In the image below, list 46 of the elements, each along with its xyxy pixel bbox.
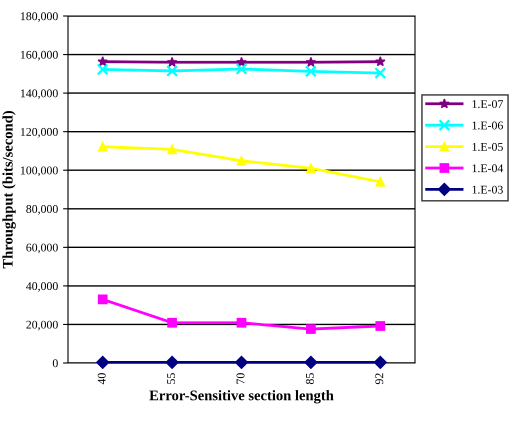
- x-tick-label: 70: [236, 373, 244, 384]
- x-tick-label: 92: [375, 373, 384, 384]
- y-axis-title: Throughput (bits/second): [2, 111, 16, 268]
- y-tick-label: 100,000: [20, 166, 58, 176]
- y-tick-label: 20,000: [26, 320, 58, 330]
- x-axis-title: Error-Sensitive section length: [149, 390, 334, 404]
- point: [166, 356, 179, 370]
- point: [234, 356, 248, 370]
- y-tick-label: 180,000: [20, 12, 58, 22]
- legend-label: 1.E-06: [472, 121, 503, 130]
- y-tick-label: 80,000: [26, 205, 58, 215]
- x-tick-label: 85: [306, 373, 314, 384]
- point: [166, 56, 178, 67]
- x-tick-label: 40: [98, 373, 106, 384]
- point: [98, 142, 108, 152]
- point: [304, 356, 318, 370]
- legend-label: 1.E-05: [472, 142, 503, 151]
- point: [304, 65, 317, 78]
- point: [374, 56, 386, 66]
- point: [98, 294, 108, 304]
- point: [96, 356, 110, 370]
- point: [236, 156, 246, 166]
- point: [236, 318, 246, 328]
- y-tick-label: 140,000: [20, 89, 58, 100]
- point: [375, 176, 386, 187]
- point: [306, 324, 316, 334]
- point: [167, 318, 177, 328]
- legend-label: 1.E-03: [472, 186, 503, 194]
- point: [166, 64, 178, 77]
- point: [96, 63, 109, 76]
- point: [236, 63, 248, 75]
- y-tick-label: 60,000: [26, 244, 58, 254]
- y-tick-label: 160,000: [20, 50, 58, 60]
- legend-label: 1.E-07: [472, 100, 503, 108]
- legend-label: 1.E-04: [472, 164, 504, 172]
- point: [306, 56, 316, 67]
- y-tick-label: 120,000: [20, 128, 58, 138]
- y-tick-label: 0: [52, 359, 58, 368]
- point: [97, 56, 108, 66]
- x-tick-label: 55: [167, 373, 176, 384]
- point: [306, 163, 316, 174]
- point: [374, 356, 387, 370]
- point: [374, 67, 386, 80]
- y-tick-label: 40,000: [26, 282, 58, 292]
- point: [375, 321, 386, 331]
- point: [167, 144, 177, 154]
